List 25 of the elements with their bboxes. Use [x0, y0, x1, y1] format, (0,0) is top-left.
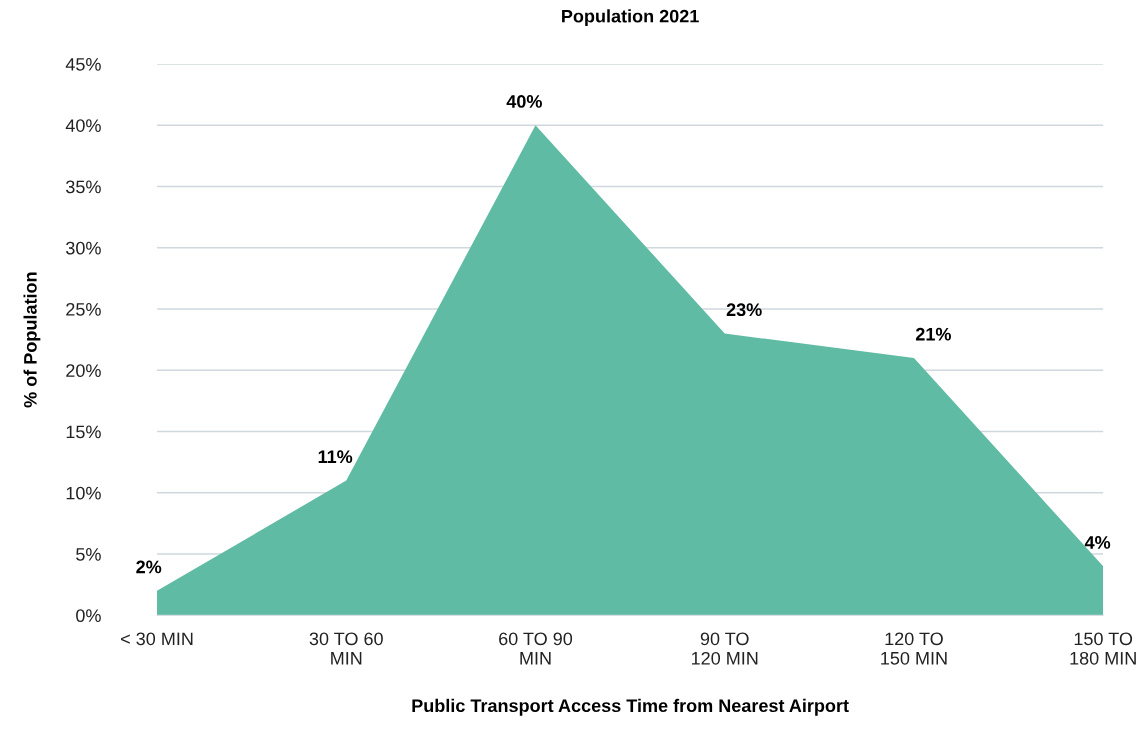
- y-tick-label: 10%: [66, 486, 101, 500]
- data-label: 40%: [506, 95, 542, 108]
- y-tick-label: 0%: [76, 609, 101, 623]
- x-tick-label: 30 TO 60 MIN: [309, 632, 383, 665]
- data-label: 21%: [915, 327, 951, 341]
- y-axis-title: % of Population: [23, 272, 41, 408]
- chart-title: Population 2021: [562, 9, 699, 27]
- x-axis-title: Public Transport Access Time from Nearest Airport: [412, 698, 849, 716]
- y-tick-label: 30%: [66, 241, 101, 255]
- y-tick-label: 5%: [76, 548, 101, 561]
- y-tick-label: 40%: [65, 119, 101, 132]
- data-label: 2%: [136, 560, 162, 574]
- data-label: 23%: [726, 303, 762, 317]
- data-label: 4%: [1084, 536, 1111, 549]
- y-tick-label: 20%: [66, 364, 101, 378]
- data-label: 11%: [318, 450, 353, 464]
- y-tick-label: 35%: [66, 180, 101, 194]
- y-tick-label: 25%: [66, 302, 101, 316]
- x-tick-label: < 30 MIN: [121, 632, 193, 646]
- y-tick-label: 45%: [65, 58, 101, 71]
- x-tick-label: 120 TO 150 MIN: [881, 632, 947, 665]
- x-tick-label: 90 TO 120 MIN: [691, 632, 758, 665]
- y-tick-label: 15%: [66, 425, 101, 439]
- x-tick-label: 60 TO 90 MIN: [499, 632, 573, 665]
- x-tick-label: 150 TO 180 MIN: [1070, 632, 1136, 665]
